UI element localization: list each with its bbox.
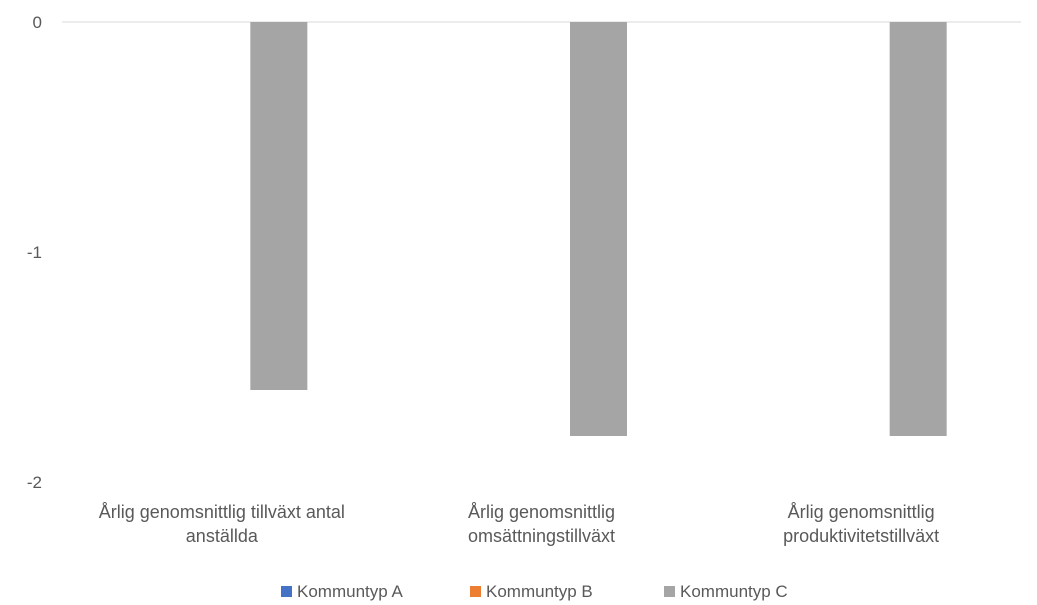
category-label: Årlig genomsnittlig produktivitetstillväx… <box>783 502 939 546</box>
legend-label: Kommuntyp A <box>297 582 403 601</box>
legend-swatch <box>664 586 675 597</box>
category-label: Årlig genomsnittlig omsättningstillväxt <box>468 502 615 546</box>
bar-kommuntyp-c-0 <box>250 22 308 390</box>
legend-label: Kommuntyp B <box>486 582 593 601</box>
legend: Kommuntyp A Kommuntyp B Kommuntyp C <box>281 582 788 601</box>
bar-kommuntyp-c-1 <box>570 22 627 436</box>
legend-swatch <box>470 586 481 597</box>
y-tick-label: -1 <box>27 243 42 262</box>
category-label: Årlig genomsnittlig tillväxt antal anstäl… <box>99 502 345 546</box>
bar-kommuntyp-c-2 <box>889 22 947 436</box>
bars-layer <box>250 22 947 436</box>
y-tick-label: 0 <box>33 13 42 32</box>
axis-layer: 0 -1 -2 <box>27 13 1021 492</box>
category-labels: Årlig genomsnittlig tillväxt antal anstäl… <box>99 502 939 546</box>
legend-label: Kommuntyp C <box>680 582 788 601</box>
legend-swatch <box>281 586 292 597</box>
y-tick-label: -2 <box>27 473 42 492</box>
